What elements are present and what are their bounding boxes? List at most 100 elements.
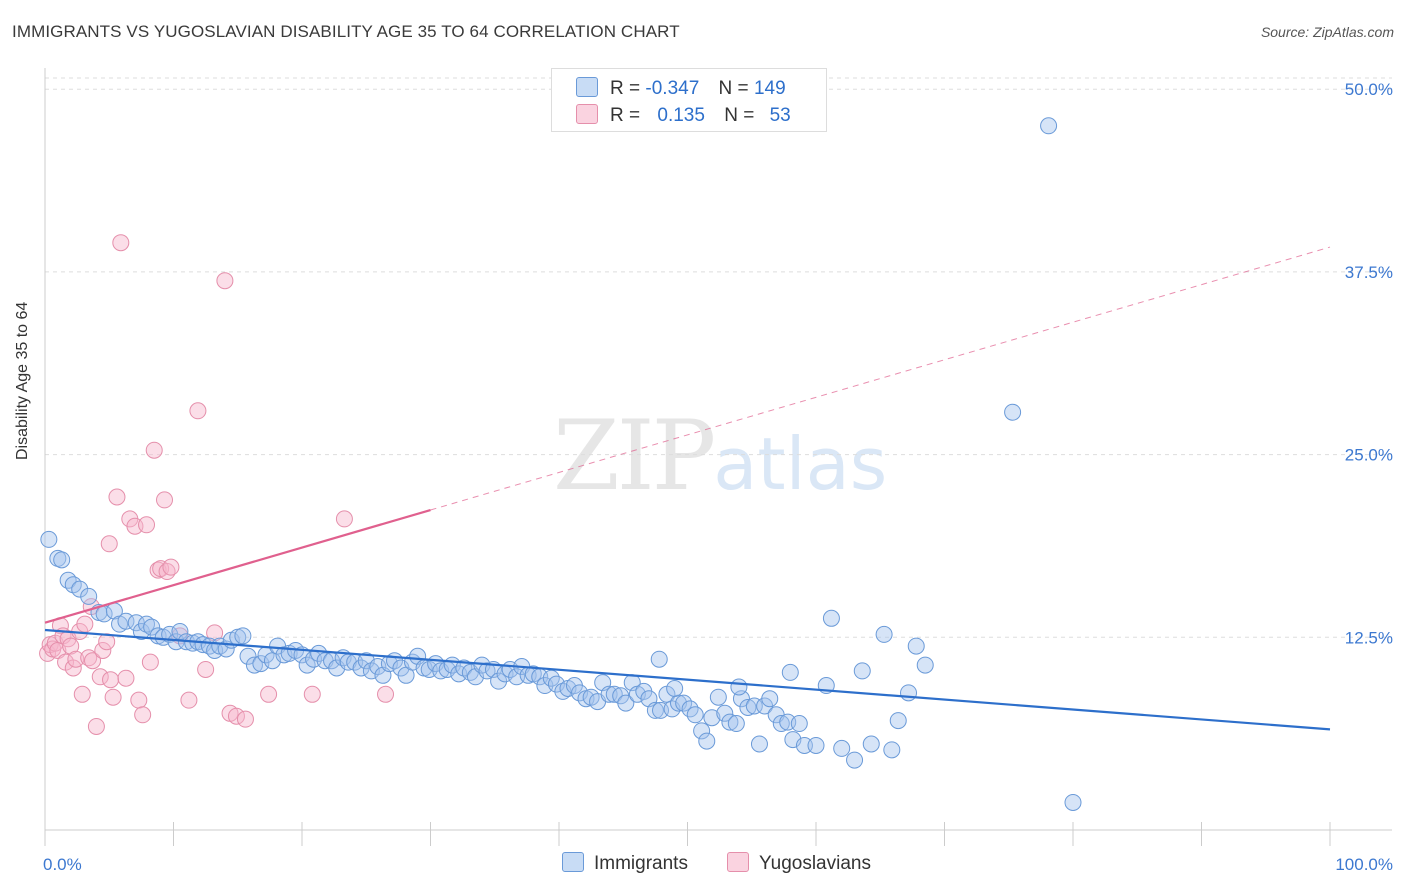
bottom-legend-swatch-yugoslavians — [727, 852, 749, 872]
immigrants-point — [846, 751, 864, 769]
immigrants-point — [795, 736, 813, 754]
immigrants-point — [298, 656, 316, 674]
yugoslavians-point — [67, 650, 85, 668]
yugoslavians-point — [94, 641, 112, 659]
immigrants-point — [80, 587, 98, 605]
immigrants-point — [1040, 117, 1058, 135]
yugoslavians-point — [227, 707, 245, 725]
yugoslavians-point — [102, 671, 120, 689]
immigrants-point — [772, 715, 790, 733]
yugoslavians-point — [108, 488, 126, 506]
immigrants-point — [730, 678, 748, 696]
immigrants-point — [666, 679, 684, 697]
legend-row-yugoslavians: R = 0.135 N = 53 — [576, 104, 791, 126]
immigrants-point — [675, 694, 693, 712]
correlation-legend: R = -0.347 N = 149 R = 0.135 N = 53 — [551, 68, 827, 132]
immigrants-point — [617, 694, 635, 712]
immigrants-point — [143, 618, 161, 636]
bottom-legend-label-immigrants: Immigrants — [594, 853, 688, 874]
immigrants-point — [234, 627, 252, 645]
axis-layer — [44, 68, 1392, 846]
legend-r-label: R = — [610, 105, 641, 126]
legend-r-value-immigrants: -0.347 — [645, 78, 700, 99]
yugoslavians-points — [39, 234, 395, 735]
yugoslavians-point — [149, 561, 167, 579]
legend-row-immigrants: R = -0.347 N = 149 — [576, 77, 786, 99]
yugoslavians-trend-extension — [430, 246, 1331, 511]
y-tick-label: 25.0% — [1345, 446, 1393, 465]
immigrants-point — [650, 650, 668, 668]
legend-swatch-yugoslavians — [576, 104, 598, 124]
immigrants-point — [807, 736, 825, 754]
immigrants-point — [40, 530, 58, 548]
x-tick-label-min: 0.0% — [43, 855, 82, 874]
immigrants-point — [822, 609, 840, 627]
bottom-legend-label-yugoslavians: Yugoslavians — [759, 853, 871, 874]
yugoslavians-point — [260, 685, 278, 703]
watermark-atlas: atlas — [713, 422, 888, 506]
immigrants-point — [750, 735, 768, 753]
legend-r-value-yugoslavians: 0.135 — [657, 105, 705, 126]
y-tick-label: 50.0% — [1345, 80, 1393, 99]
y-axis-label: Disability Age 35 to 64 — [14, 301, 31, 460]
immigrants-point — [245, 656, 263, 674]
immigrants-point — [53, 551, 71, 569]
grid-layer — [45, 77, 1392, 638]
yugoslavians-point — [117, 669, 135, 687]
yugoslavians-point — [73, 685, 91, 703]
immigrants-point — [781, 663, 799, 681]
yugoslavians-point — [180, 691, 198, 709]
legend-n-value-yugoslavians: 53 — [769, 105, 791, 126]
immigrants-point — [698, 732, 716, 750]
immigrants-point — [883, 741, 901, 759]
yugoslavians-point — [236, 710, 254, 728]
source-note: Source: ZipAtlas.com — [1260, 24, 1394, 40]
immigrants-point — [71, 580, 89, 598]
x-tick-label-max: 100.0% — [1335, 855, 1393, 874]
legend-swatch-immigrants — [576, 77, 598, 97]
yugoslavians-point — [197, 660, 215, 678]
immigrants-point — [1004, 403, 1022, 421]
yugoslavians-point — [335, 510, 353, 528]
y-tick-label: 37.5% — [1345, 263, 1393, 282]
bottom-legend-yugoslavians: Yugoslavians — [727, 852, 871, 875]
yugoslavians-point — [206, 624, 224, 642]
immigrants-point — [790, 715, 808, 733]
yugoslavians-point — [216, 272, 234, 290]
yugoslavians-point — [130, 691, 148, 709]
yugoslavians-point — [377, 685, 395, 703]
yugoslavians-point — [145, 441, 163, 459]
bottom-legend-swatch-immigrants — [562, 852, 584, 872]
immigrants-point — [721, 713, 739, 731]
watermark-zip: ZIP — [553, 400, 716, 512]
yugoslavians-point — [162, 558, 180, 576]
chart-title: IMMIGRANTS VS YUGOSLAVIAN DISABILITY AGE… — [12, 22, 680, 41]
immigrants-point — [693, 722, 711, 740]
immigrants-point — [1064, 793, 1082, 811]
immigrants-point — [478, 662, 496, 680]
immigrants-point — [138, 615, 156, 633]
immigrants-point — [862, 735, 880, 753]
yugoslavians-point — [104, 688, 122, 706]
yugoslavians-point — [112, 234, 130, 252]
yugoslavians-point — [76, 615, 94, 633]
immigrants-trend-line — [44, 628, 1331, 731]
yugoslavians-point — [156, 491, 174, 509]
legend-n-label: N = — [724, 105, 755, 126]
immigrants-point — [605, 685, 623, 703]
yugoslavians-point — [62, 637, 80, 655]
immigrants-point — [727, 715, 745, 733]
zipatlas-watermark: ZIPatlas — [553, 400, 887, 512]
legend-n-label: N = — [718, 78, 749, 99]
yugoslavians-point — [87, 717, 105, 735]
immigrants-point — [916, 656, 934, 674]
tick-labels: 12.5% 25.0% 37.5% 50.0% 0.0% 100.0% — [43, 80, 1393, 874]
yugoslavians-point — [134, 706, 152, 724]
immigrants-point — [745, 697, 763, 715]
immigrants-point — [907, 637, 925, 655]
y-tick-label: 12.5% — [1345, 628, 1393, 647]
yugoslavians-point — [189, 402, 207, 420]
immigrants-point — [739, 698, 757, 716]
immigrants-point — [833, 739, 851, 757]
